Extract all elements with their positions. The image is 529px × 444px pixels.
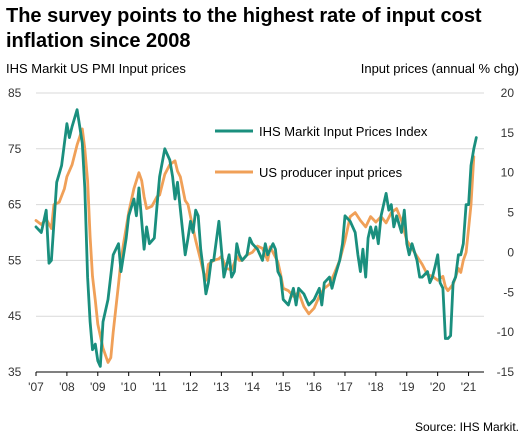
chart-title-line-1: The survey points to the highest rate of… xyxy=(6,5,482,27)
x-tick-label: '13 xyxy=(214,380,230,394)
x-tick-label: '17 xyxy=(337,380,353,394)
left-tick-label: 75 xyxy=(8,142,22,156)
legend-label: US producer input prices xyxy=(259,165,403,180)
right-tick-label: 10 xyxy=(501,166,515,180)
series-lines xyxy=(34,108,478,368)
right-tick-label: -5 xyxy=(503,285,514,299)
legend: IHS Markit Input Prices Index US producer… xyxy=(215,124,428,180)
x-tick-label: '12 xyxy=(183,380,199,394)
chart-title-line-2: inflation since 2008 xyxy=(6,30,191,52)
right-tick-label: 20 xyxy=(501,86,515,100)
left-tick-label: 65 xyxy=(8,198,22,212)
right-tick-label: 5 xyxy=(507,206,514,220)
left-tick-label: 35 xyxy=(8,365,22,379)
x-tick-label: '21 xyxy=(461,380,477,394)
left-tick-label: 45 xyxy=(8,309,22,323)
x-tick-label: '18 xyxy=(368,380,384,394)
left-tick-label: 85 xyxy=(8,86,22,100)
right-tick-label: 15 xyxy=(501,126,515,140)
x-tick-label: '14 xyxy=(244,380,260,394)
right-axis-label: Input prices (annual % chg) xyxy=(360,61,519,76)
source-note: Source: IHS Markit. xyxy=(414,420,519,434)
left-tick-label: 55 xyxy=(8,253,22,267)
chart-title: The survey points to the highest rate of… xyxy=(6,4,526,54)
right-tick-label: -10 xyxy=(497,325,515,339)
right-tick-label: 0 xyxy=(507,245,514,259)
x-tick-label: '11 xyxy=(152,380,167,394)
series-line-ihs-markit-input-prices-index xyxy=(34,108,478,368)
right-tick-label: -15 xyxy=(497,365,515,379)
x-tick-label: '19 xyxy=(399,380,415,394)
x-tick-label: '20 xyxy=(430,380,446,394)
x-tick-label: '16 xyxy=(306,380,322,394)
x-tick-label: '08 xyxy=(59,380,75,394)
x-tick-label: '10 xyxy=(121,380,137,394)
left-axis-label: IHS Markit US PMI Input prices xyxy=(6,61,186,76)
x-tick-label: '07 xyxy=(28,380,44,394)
axes: 35 45 55 65 75 85 -15 -10 -5 0 5 10 15 20 '07 '08 '09 '10… xyxy=(8,86,514,394)
x-tick-label: '15 xyxy=(275,380,291,394)
legend-label: IHS Markit Input Prices Index xyxy=(259,124,428,139)
x-tick-label: '09 xyxy=(90,380,106,394)
